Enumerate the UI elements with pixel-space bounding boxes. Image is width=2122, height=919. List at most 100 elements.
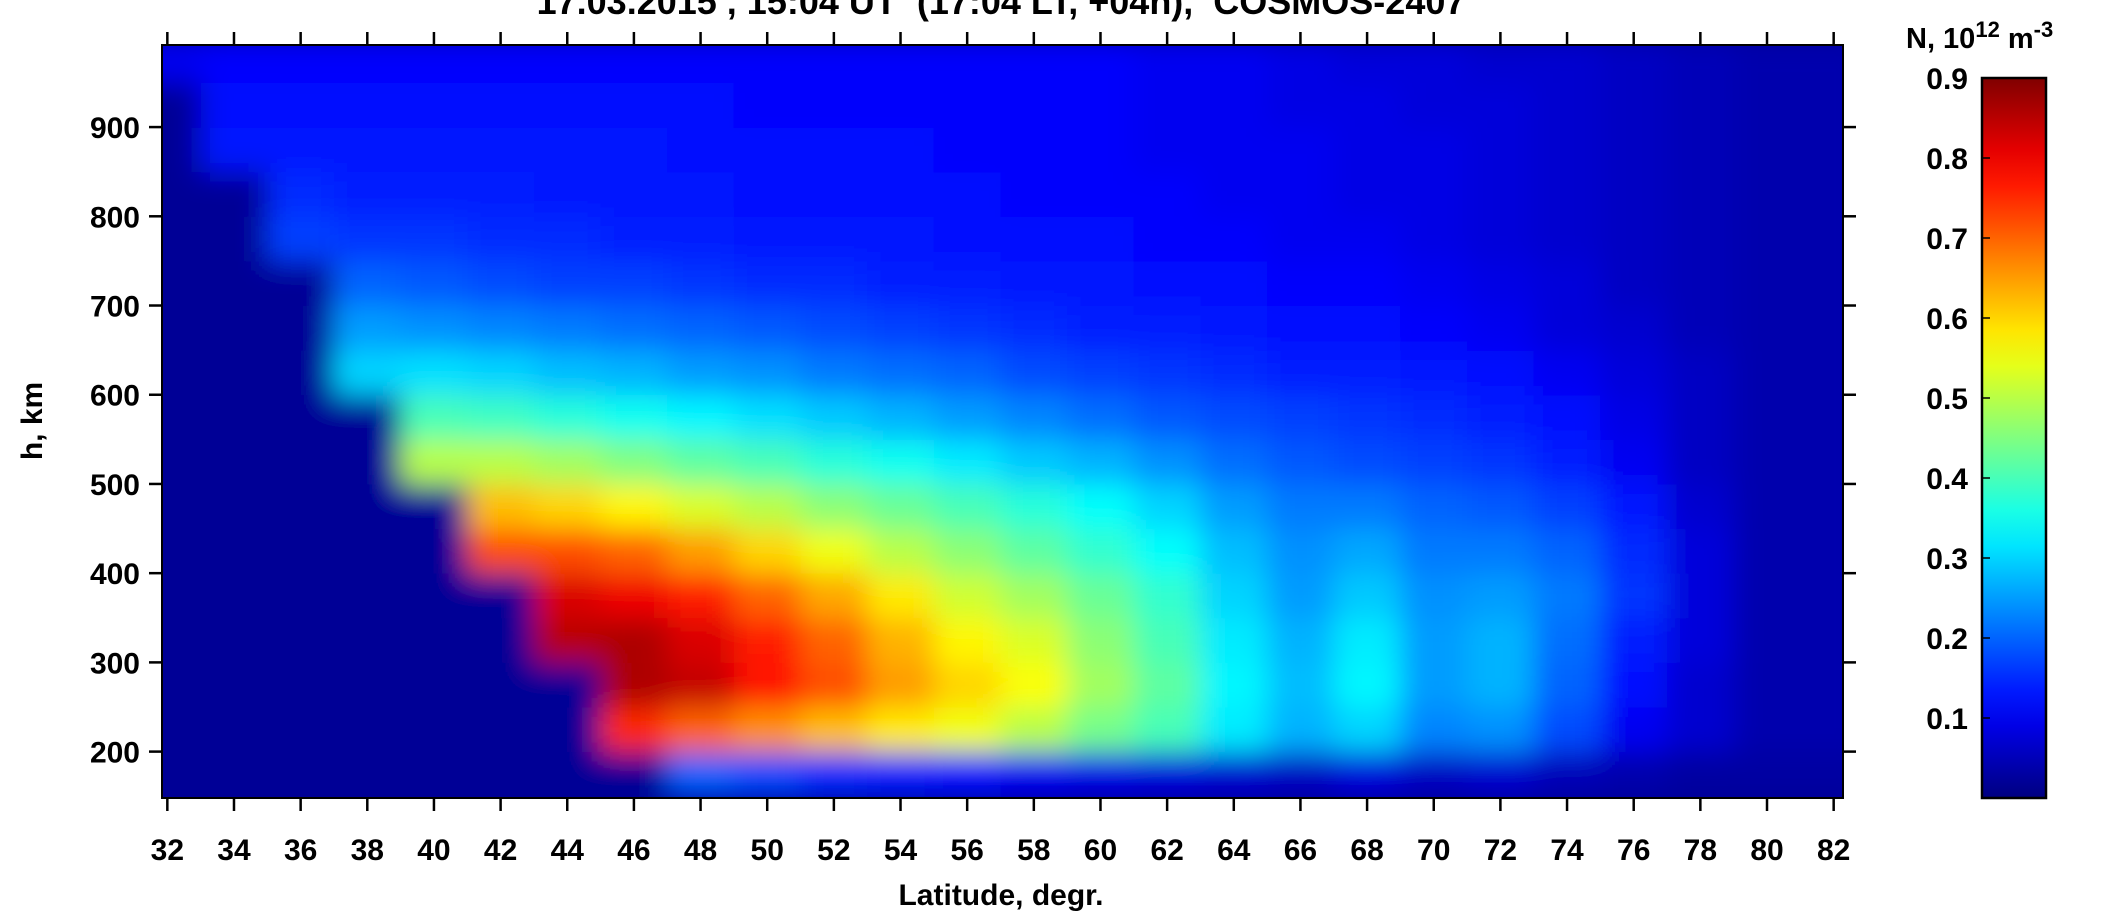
heatmap-cell: [467, 573, 535, 619]
heatmap-cell: [333, 751, 402, 797]
heatmap-cell: [1267, 751, 1335, 797]
heatmap-cell: [400, 528, 468, 574]
heatmap-cell: [800, 662, 868, 708]
heatmap-cell: [800, 706, 868, 753]
heatmap-cell: [1000, 82, 1068, 128]
heatmap-cell: [1067, 483, 1135, 530]
chart-title: 17.03.2015 , 15:04 UT (17:04 LT, +04h), …: [537, 0, 1466, 22]
heatmap-cell: [1600, 216, 1668, 262]
heatmap-cell: [800, 528, 868, 574]
heatmap-cell: [1200, 394, 1268, 440]
heatmap-cell: [1333, 171, 1401, 217]
heatmap-cell: [600, 82, 668, 128]
heatmap-cell: [1200, 617, 1268, 663]
heatmap-cell: [1000, 751, 1068, 797]
heatmap-cell: [1733, 216, 1801, 262]
heatmap-cell: [267, 171, 335, 217]
heatmap-cell: [1000, 305, 1068, 351]
heatmap-cell: [1467, 751, 1535, 797]
heatmap-cell: [200, 573, 268, 619]
heatmap-cell: [600, 483, 668, 530]
heatmap-cell: [533, 394, 602, 440]
x-tick-label: 66: [1284, 834, 1317, 867]
heatmap-cell: [1267, 216, 1335, 262]
heatmap-cell: [200, 260, 268, 307]
heatmap-cell: [600, 171, 668, 217]
heatmap-cell: [400, 82, 468, 128]
heatmap-cell: [467, 82, 535, 128]
heatmap-cell: [1133, 82, 1201, 128]
heatmap-cell: [400, 662, 468, 708]
heatmap-cell: [1400, 439, 1468, 485]
heatmap-cell: [533, 127, 602, 173]
heatmap-cell: [1400, 171, 1468, 217]
heatmap-cell: [333, 45, 402, 83]
heatmap-cell: [600, 350, 668, 396]
colorbar-tick-label: 0.2: [1926, 623, 1968, 656]
heatmap-cell: [267, 751, 335, 797]
heatmap-cell: [1200, 82, 1268, 128]
heatmap-cell: [1000, 528, 1068, 574]
x-tick-label: 80: [1750, 834, 1783, 867]
heatmap-cell: [733, 305, 802, 351]
heatmap-cell: [1467, 573, 1535, 619]
heatmap-cell: [162, 439, 202, 485]
heatmap-cell: [933, 171, 1002, 217]
heatmap-cell: [867, 82, 935, 128]
colorbar-unit-exponent: -3: [2034, 17, 2054, 42]
heatmap-cell: [933, 305, 1002, 351]
heatmap-cell: [400, 751, 468, 797]
heatmap-cell: [600, 528, 668, 574]
heatmap-cell: [1133, 751, 1201, 797]
y-tick-label: 400: [90, 558, 140, 591]
heatmap-cell: [533, 260, 602, 307]
heatmap-cell: [1533, 350, 1601, 396]
heatmap-cell: [733, 483, 802, 530]
heatmap-cell: [733, 617, 802, 663]
x-tick-label: 50: [751, 834, 784, 867]
heatmap-cell: [267, 439, 335, 485]
heatmap-cell: [733, 82, 802, 128]
heatmap-cell: [733, 573, 802, 619]
heatmap: [162, 45, 1843, 798]
heatmap-cell: [667, 751, 735, 797]
heatmap-cell: [733, 45, 802, 83]
heatmap-cell: [667, 617, 735, 663]
heatmap-cell: [1400, 260, 1468, 307]
heatmap-cell: [1733, 350, 1801, 396]
heatmap-cell: [1667, 350, 1735, 396]
heatmap-cell: [267, 305, 335, 351]
heatmap-cell: [1400, 483, 1468, 530]
heatmap-cell: [1000, 662, 1068, 708]
heatmap-cell: [1267, 528, 1335, 574]
heatmap-cell: [1267, 662, 1335, 708]
heatmap-cell: [1467, 439, 1535, 485]
heatmap-cell: [333, 439, 402, 485]
heatmap-cell: [600, 662, 668, 708]
x-tick-label: 54: [884, 834, 918, 867]
heatmap-cell: [1800, 483, 1843, 530]
heatmap-cell: [1800, 706, 1843, 753]
heatmap-cell: [1267, 127, 1335, 173]
heatmap-cell: [1800, 617, 1843, 663]
heatmap-cell: [800, 216, 868, 262]
heatmap-cell: [333, 350, 402, 396]
heatmap-cell: [333, 617, 402, 663]
heatmap-cell: [867, 617, 935, 663]
heatmap-cell: [1533, 483, 1601, 530]
heatmap-cell: [1800, 528, 1843, 574]
heatmap-cell: [1533, 394, 1601, 440]
heatmap-cell: [1200, 216, 1268, 262]
heatmap-cell: [1667, 45, 1735, 83]
heatmap-cell: [800, 171, 868, 217]
heatmap-cell: [1067, 528, 1135, 574]
heatmap-cell: [1467, 171, 1535, 217]
heatmap-cell: [667, 260, 735, 307]
heatmap-cell: [1467, 82, 1535, 128]
x-tick-label: 40: [417, 834, 450, 867]
x-tick-label: 82: [1817, 834, 1850, 867]
heatmap-cell: [333, 662, 402, 708]
heatmap-cell: [600, 305, 668, 351]
heatmap-cell: [1600, 439, 1668, 485]
